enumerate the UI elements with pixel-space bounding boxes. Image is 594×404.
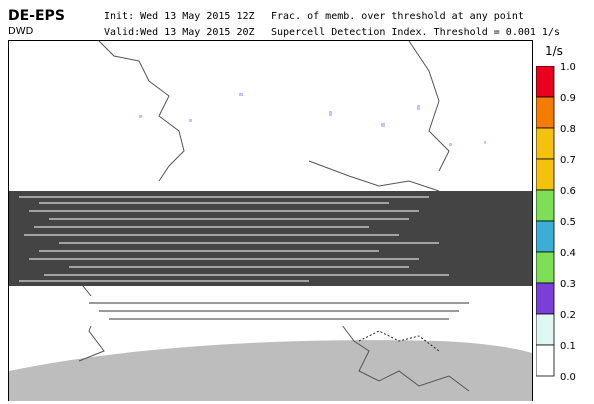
colorbar-tick-label: 0.1 (560, 341, 576, 352)
colorbar-tick-label: 1.0 (560, 62, 576, 73)
index-title: Supercell Detection Index. Threshold = 0… (271, 27, 560, 38)
colorbar-swatch (535, 344, 555, 377)
colorbar-tick-label: 0.9 (560, 93, 576, 104)
colorbar (535, 65, 594, 400)
map-header: DE-EPS DWD Init: Wed 13 May 2015 12Z Val… (0, 0, 594, 40)
colorbar-tick-label: 0.3 (560, 279, 576, 290)
center-name: DWD (8, 26, 34, 37)
product-title: Frac. of memb. over threshold at any poi… (271, 11, 524, 22)
colorbar-swatch (535, 127, 555, 160)
render-artifact-band (9, 191, 532, 326)
valid-time: Valid:Wed 13 May 2015 20Z (104, 27, 255, 38)
colorbar-swatch (535, 96, 555, 129)
colorbar-tick-label: 0.5 (560, 217, 576, 228)
colorbar-swatch (535, 220, 555, 253)
colorbar-tick-label: 0.7 (560, 155, 576, 166)
colorbar-tick-label: 0.2 (560, 310, 576, 321)
init-time: Init: Wed 13 May 2015 12Z (104, 11, 255, 22)
signal-speckles (139, 93, 486, 146)
colorbar-tick-label: 0.4 (560, 248, 576, 259)
land-grey-area (9, 340, 532, 401)
colorbar-swatch (535, 313, 555, 346)
map-canvas (9, 41, 532, 401)
model-name: DE-EPS (8, 8, 65, 24)
forecast-map (8, 40, 533, 401)
colorbar-swatch (535, 189, 555, 222)
colorbar-tick-label: 0.8 (560, 124, 576, 135)
colorbar-swatch (535, 65, 555, 98)
colorbar-swatches (535, 65, 555, 377)
colorbar-tick-label: 0.0 (560, 372, 576, 383)
colorbar-swatch (535, 251, 555, 284)
borders (358, 330, 440, 352)
colorbar-tick-label: 0.6 (560, 186, 576, 197)
colorbar-unit: 1/s (545, 44, 563, 58)
colorbar-swatch (535, 282, 555, 315)
colorbar-swatch (535, 158, 555, 191)
